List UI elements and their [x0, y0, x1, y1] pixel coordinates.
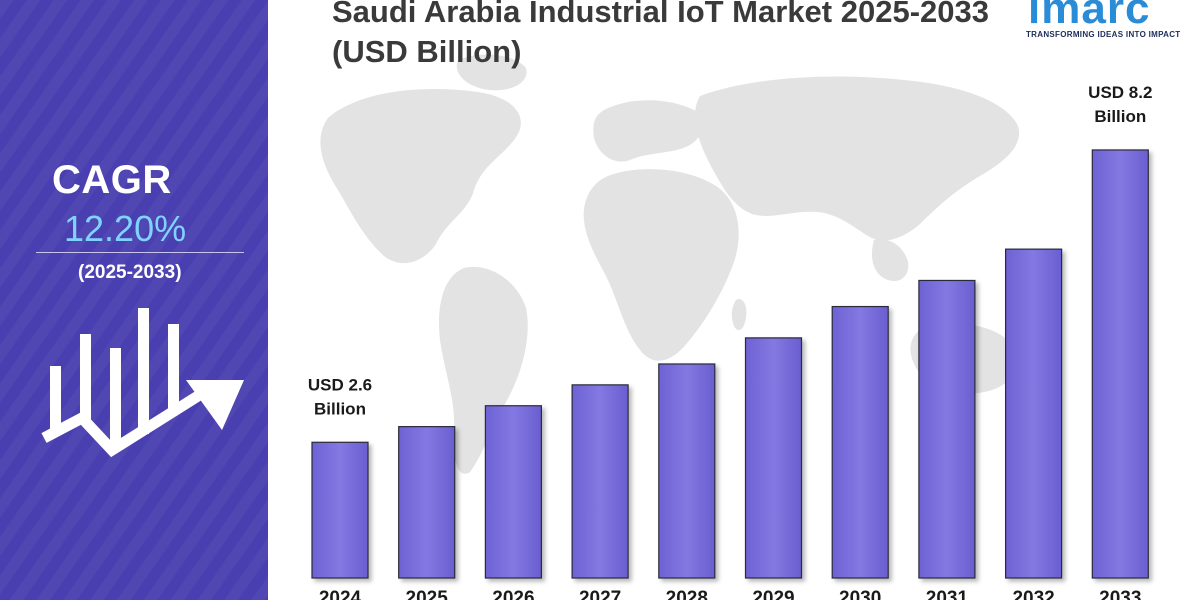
imarc-logo: imarc TRANSFORMING IDEAS INTO IMPACT [1022, 0, 1192, 44]
data-label-2033: USD 8.2 Billion [1088, 83, 1152, 126]
bar-2031 [918, 279, 976, 579]
tick-label-2025: 2025 [406, 588, 449, 600]
tick-label-2028: 2028 [666, 588, 708, 600]
cagr-value: 12.20% [64, 208, 187, 249]
cagr-divider [36, 252, 244, 253]
data-label-line: Billion [1094, 107, 1146, 126]
cagr-label: CAGR [52, 158, 172, 202]
tick-label-2033: 2033 [1099, 588, 1141, 600]
world-map-background [320, 54, 1020, 474]
tick-label-2032: 2032 [1012, 588, 1054, 600]
logo-wordmark: imarc [1028, 0, 1151, 33]
bar-2024 [311, 441, 369, 579]
cagr-panel: CAGR 12.20% (2025-2033) [0, 0, 268, 600]
tick-label-2029: 2029 [752, 588, 794, 600]
bar-2028 [658, 363, 716, 579]
bar-2032 [1004, 248, 1063, 579]
cagr-period: (2025-2033) [78, 262, 182, 283]
tick-label-2026: 2026 [492, 588, 534, 600]
bar-2027 [571, 384, 629, 579]
data-label-line: USD 8.2 [1088, 83, 1152, 102]
logo-tagline: TRANSFORMING IDEAS INTO IMPACT [1026, 30, 1181, 39]
bar-2025 [398, 426, 456, 579]
panel-stripes-decoration [0, 0, 268, 600]
tick-label-2027: 2027 [579, 588, 621, 600]
bar-chart: USD 2.6 Billion USD 8.2 Billion 2024 2025 202… [308, 83, 1153, 600]
bar-2030 [831, 305, 889, 579]
chart-title: Saudi Arabia Industrial IoT Market 2025-… [332, 0, 989, 69]
tick-label-2031: 2031 [926, 588, 969, 600]
data-label-line: USD 2.6 [308, 375, 372, 394]
data-label-2024: USD 2.6 Billion [308, 375, 372, 418]
chart-area: Saudi Arabia Industrial IoT Market 2025-… [268, 0, 1200, 600]
bar-2026 [484, 405, 542, 579]
tick-label-2024: 2024 [319, 588, 362, 600]
bar-2029 [744, 337, 803, 579]
data-label-line: Billion [314, 399, 366, 418]
bar-2033 [1091, 149, 1149, 579]
tick-label-2030: 2030 [839, 588, 881, 600]
growth-chart-icon [41, 308, 244, 458]
